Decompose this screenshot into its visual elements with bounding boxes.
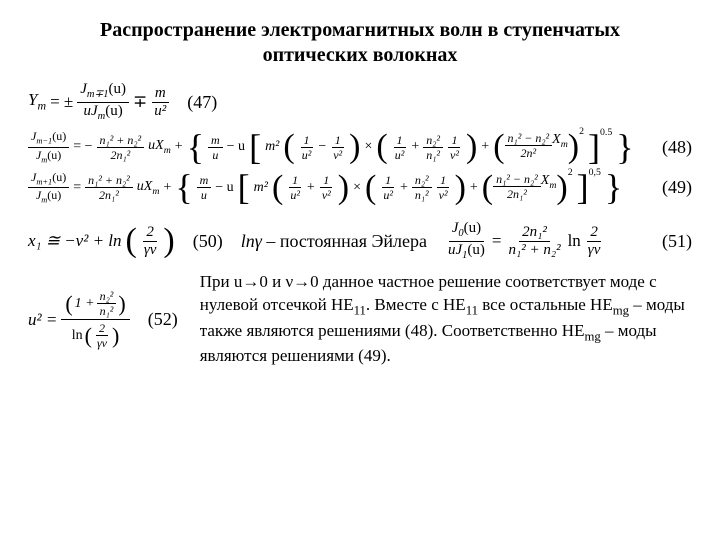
equation-50-51-row: x₁ ≅ −ν² + ln ( 2γν ) (50) lnγ – постоян… (28, 221, 692, 261)
equation-52-number: (52) (148, 309, 178, 330)
euler-constant-label: lnγ – постоянная Эйлера (241, 231, 427, 252)
equation-51: J0(u) uJ1(u) = 2n₁²n₁² + n₂² ln 2γν (445, 221, 603, 261)
equation-47-row: Ym = ± Jm∓1(u) uJm(u) ∓ m u² (47) (28, 82, 692, 122)
equation-48-row: Jm−1(u) Jm(u) = − n₁² + n₂²2n₁² uXm + { … (28, 130, 692, 165)
equation-47: Ym = ± Jm∓1(u) uJm(u) ∓ m u² (28, 82, 169, 122)
equation-50: x₁ ≅ −ν² + ln ( 2γν ) (28, 225, 175, 258)
equation-52-row: u² = ( 1 + n₂²n₁² ) ln ( 2γν ) (52) При … (28, 271, 692, 368)
equation-49-number: (49) (644, 177, 692, 198)
equation-51-number: (51) (644, 231, 692, 252)
equation-47-number: (47) (187, 92, 217, 113)
title-line1: Распространение электромагнитных волн в … (100, 19, 620, 41)
page-title: Распространение электромагнитных волн в … (28, 18, 692, 68)
equation-48: Jm−1(u) Jm(u) = − n₁² + n₂²2n₁² uXm + { … (28, 130, 634, 165)
equation-52: u² = ( 1 + n₂²n₁² ) ln ( 2γν ) (28, 288, 130, 351)
title-line2: оптических волокнах (263, 44, 458, 66)
equation-49-row: Jm+1(u) Jm(u) = n₁² + n₂²2n₁² uXm + { mu… (28, 171, 692, 206)
equation-50-number: (50) (193, 231, 223, 252)
equation-48-number: (48) (644, 137, 692, 158)
explanation-paragraph: При u→0 и ν→0 данное частное решение соо… (200, 271, 692, 368)
equation-49: Jm+1(u) Jm(u) = n₁² + n₂²2n₁² uXm + { mu… (28, 171, 622, 206)
